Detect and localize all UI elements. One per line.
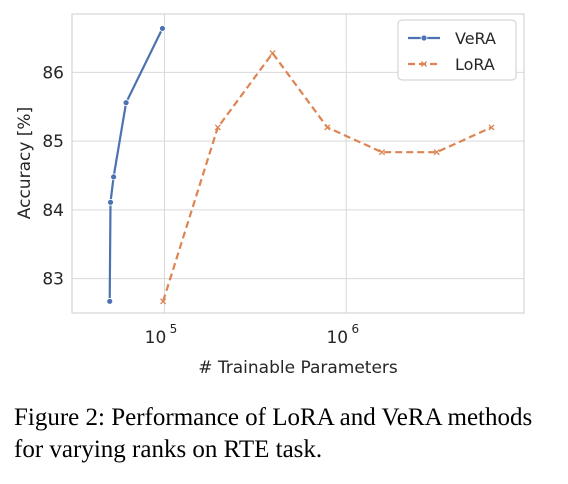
y-axis-title: Accuracy [%] bbox=[15, 107, 35, 219]
plot-frame bbox=[71, 13, 525, 314]
y-tick-label: 86 bbox=[42, 63, 64, 83]
legend-label-lora: LoRA bbox=[455, 55, 495, 74]
x-tick-exponent: 6 bbox=[351, 322, 359, 336]
data-point-lora bbox=[269, 50, 276, 57]
data-point-lora bbox=[488, 124, 495, 131]
y-tick-label: 85 bbox=[42, 132, 64, 152]
data-point-lora bbox=[214, 124, 221, 131]
legend-marker-vera bbox=[420, 34, 428, 42]
grid bbox=[72, 14, 524, 313]
y-tick-label: 83 bbox=[42, 270, 64, 290]
legend-box bbox=[397, 19, 517, 81]
figure-caption: Figure 2: Performance of LoRA and VeRA m… bbox=[14, 404, 533, 463]
data-point-vera bbox=[159, 25, 166, 32]
legend-label-vera: VeRA bbox=[455, 29, 496, 48]
x-tick-exponent: 5 bbox=[170, 322, 178, 336]
x-tick-label: 10 bbox=[145, 328, 167, 348]
series-line-vera bbox=[108, 27, 164, 302]
data-point-vera bbox=[106, 297, 114, 305]
data-point-lora bbox=[433, 149, 440, 156]
series-layer bbox=[106, 25, 495, 305]
series-lora bbox=[160, 50, 495, 305]
legend: VeRA LoRA bbox=[397, 19, 517, 81]
x-axis-title: # Trainable Parameters bbox=[198, 358, 398, 378]
data-point-lora bbox=[160, 298, 167, 305]
series-vera bbox=[106, 25, 166, 305]
data-point-lora bbox=[378, 149, 386, 156]
data-point-vera bbox=[122, 99, 130, 107]
data-point-vera bbox=[110, 173, 117, 181]
series-line-lora bbox=[162, 52, 492, 302]
legend-marker-lora bbox=[420, 60, 428, 68]
data-point-lora bbox=[324, 124, 331, 131]
y-tick-label: 84 bbox=[42, 201, 64, 221]
data-point-vera bbox=[107, 198, 114, 206]
x-tick-label: 10 bbox=[326, 328, 348, 348]
